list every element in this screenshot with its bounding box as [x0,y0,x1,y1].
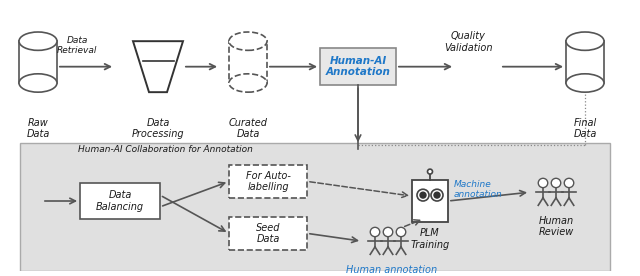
Circle shape [551,178,561,188]
Ellipse shape [566,74,604,92]
Text: Curated
Data: Curated Data [228,118,268,139]
Circle shape [434,192,440,198]
Circle shape [431,189,443,201]
Bar [229,165,307,198]
Circle shape [420,192,426,198]
Circle shape [564,178,573,188]
Bar [412,181,448,222]
Text: Data
Retrieval: Data Retrieval [57,36,97,55]
Ellipse shape [229,74,267,92]
Text: Data
Processing: Data Processing [132,118,184,139]
Text: Human-AI Collaboration for Annotation: Human-AI Collaboration for Annotation [78,145,253,154]
Text: Raw
Data: Raw Data [26,118,50,139]
Bar [566,41,604,83]
Text: Seed
Data: Seed Data [256,222,280,244]
Bar [229,41,267,83]
Circle shape [396,227,406,237]
Text: Final
Data: Final Data [573,118,596,139]
Bar [20,143,610,271]
Circle shape [417,189,429,201]
Text: For Auto-
labelling: For Auto- labelling [246,171,291,192]
Bar [320,48,396,85]
Ellipse shape [19,74,57,92]
Circle shape [371,227,380,237]
Text: Data
Balancing: Data Balancing [96,190,144,212]
Circle shape [538,178,548,188]
Bar [229,217,307,250]
Text: Quality
Validation: Quality Validation [444,31,492,53]
Ellipse shape [566,32,604,50]
Text: Human-AI
Annotation: Human-AI Annotation [326,56,390,78]
Text: PLM
Training: PLM Training [410,229,450,250]
Text: Human annotation: Human annotation [346,265,438,275]
Circle shape [383,227,393,237]
Circle shape [428,169,433,174]
Ellipse shape [229,32,267,50]
Text: Human
Review: Human Review [538,216,573,237]
Text: Machine
annotation: Machine annotation [454,179,503,199]
Bar [19,41,57,83]
Bar [80,183,160,219]
Polygon shape [133,41,183,92]
Ellipse shape [19,32,57,50]
